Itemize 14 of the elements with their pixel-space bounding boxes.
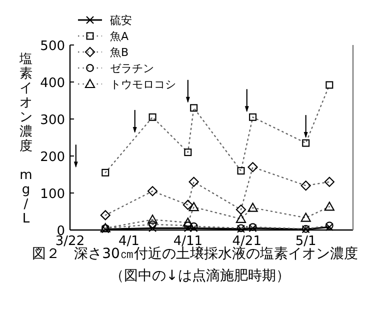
- y-tick-label: 200: [40, 150, 65, 165]
- y-tick-label: 400: [40, 76, 65, 91]
- y-tick-label: 300: [40, 113, 65, 128]
- legend-label: 魚A: [110, 30, 129, 43]
- legend-label: 魚B: [110, 46, 129, 59]
- x-tick-label: 5/1: [295, 234, 316, 249]
- y-axis-title: 塩素イオン濃度 mg/L: [20, 52, 32, 226]
- y-tick-label: 100: [40, 187, 65, 202]
- y-tick-label: 500: [40, 39, 65, 54]
- legend-label: 硫安: [110, 14, 132, 27]
- legend-label: ゼラチン: [110, 62, 154, 75]
- text: 図２ 深さ30㎝付近の土壌採水液の塩素イオン濃度: [32, 246, 358, 262]
- legend-label: トウモロコシ: [110, 78, 176, 91]
- text: （図中の↓は点滴施肥時期）: [110, 268, 290, 284]
